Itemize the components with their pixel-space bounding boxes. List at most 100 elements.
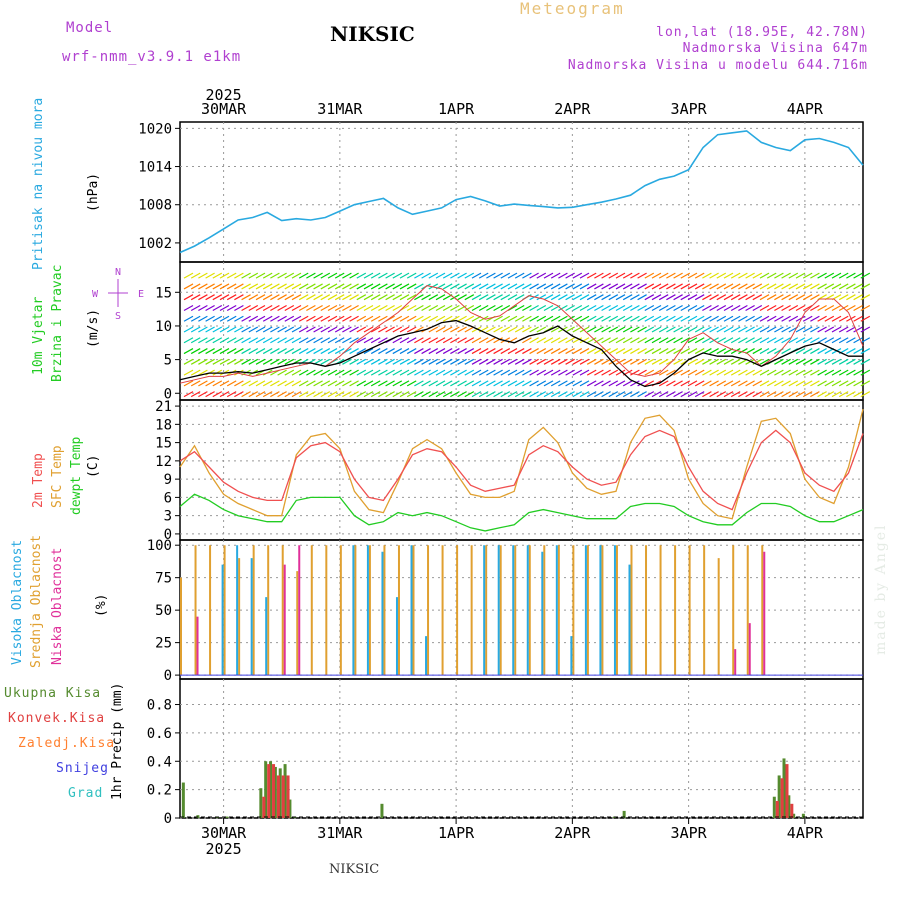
wind-barb (709, 369, 719, 376)
wind-barb (594, 272, 604, 279)
wind-barb (349, 337, 359, 344)
wind-barb (550, 294, 561, 301)
wind-barb (558, 348, 568, 355)
precip-conv-bar (286, 775, 290, 818)
wind-barb (356, 326, 367, 333)
wind-barb (406, 315, 417, 322)
wind-barb (694, 304, 705, 311)
wind-barb (543, 294, 554, 301)
wind-barb (702, 315, 712, 322)
wind-barb (738, 272, 748, 279)
wind-barb (234, 348, 244, 355)
wind-barb (212, 358, 223, 365)
wind-barb (277, 348, 287, 355)
wind-barb (666, 391, 676, 398)
wind-barb (529, 315, 539, 322)
y-tick-label: 10 (155, 319, 172, 335)
wind-barb (608, 391, 619, 398)
wind-barb (457, 326, 467, 333)
wind-barb (752, 391, 763, 398)
wind-barb (608, 380, 619, 387)
wind-barb (795, 380, 806, 387)
wind-barb (680, 283, 691, 290)
wind-barb (219, 348, 230, 355)
wind-barb (414, 358, 424, 365)
wind-barb (615, 358, 626, 365)
wind-barb (262, 348, 273, 355)
wind-barb (723, 326, 734, 333)
wind-barb (774, 358, 784, 365)
temp-sfc-line (179, 408, 864, 520)
x-tick-label-bottom: 1APR (438, 824, 475, 842)
wind-barb (838, 283, 849, 290)
wind-barb (507, 358, 518, 365)
x-tick-label-top: 3APR (671, 100, 708, 118)
wind-barb (270, 391, 280, 398)
wind-barb (320, 315, 331, 322)
wind-barb (730, 326, 741, 333)
wind-barb (536, 358, 547, 365)
wind-barb (716, 326, 727, 333)
wind-barb (442, 283, 453, 290)
wind-barb (313, 326, 323, 333)
wind-barb (435, 391, 446, 398)
wind-barb (846, 272, 856, 279)
wind-barb (183, 380, 194, 387)
wind-barb (414, 294, 424, 301)
wind-barb (759, 369, 770, 376)
wind-barb (370, 380, 381, 387)
wind-barb (435, 326, 446, 333)
wind-barb (572, 272, 583, 279)
wind-barb (262, 380, 273, 387)
wind-barb (536, 337, 547, 344)
wind-barb (622, 315, 633, 322)
wind-barb (284, 283, 295, 290)
wind-barb (687, 348, 698, 355)
wind-barb (680, 315, 691, 322)
x-tick-label-top: 4APR (787, 100, 824, 118)
wind-barb (788, 391, 799, 398)
wind-barb (774, 337, 784, 344)
wind-barb (457, 380, 467, 387)
wind-barb (781, 358, 791, 365)
wind-barb (529, 358, 539, 365)
wind-barb (385, 391, 395, 398)
wind-barb (291, 326, 302, 333)
wind-barb (248, 304, 259, 311)
y-tick-label: 9 (164, 472, 172, 488)
wind-barb (284, 358, 295, 365)
wind-barb (313, 337, 323, 344)
wind-barb (342, 391, 352, 398)
wind-barb (522, 315, 532, 322)
wind-barb (500, 283, 511, 290)
wind-barb (385, 326, 395, 333)
wind-barb (363, 380, 374, 387)
wind-barb (205, 272, 215, 279)
precip-total-bar (225, 816, 229, 818)
wind-barb (428, 380, 439, 387)
wind-barb (774, 369, 784, 376)
wind-barb (363, 348, 374, 355)
wind-barb (392, 391, 403, 398)
wind-barb (853, 369, 863, 376)
wind-barb (687, 358, 698, 365)
wind-barb (378, 304, 388, 311)
wind-barb (241, 283, 251, 290)
wind-barb (284, 294, 295, 301)
wind-barb (853, 380, 863, 387)
wind-barb (370, 272, 381, 279)
wind-barb (795, 358, 806, 365)
wind-barb (630, 369, 640, 376)
wind-barb (860, 283, 871, 290)
wind-barb (493, 391, 503, 398)
precip-total-bar (787, 795, 791, 818)
wind-barb (824, 326, 835, 333)
wind-barb (320, 283, 331, 290)
wind-barb (320, 294, 331, 301)
wind-barb (284, 272, 295, 279)
wind-barb (478, 272, 489, 279)
wind-barb (579, 348, 590, 355)
wind-barb (190, 348, 201, 355)
wind-barb (277, 337, 287, 344)
wind-barb (428, 391, 439, 398)
